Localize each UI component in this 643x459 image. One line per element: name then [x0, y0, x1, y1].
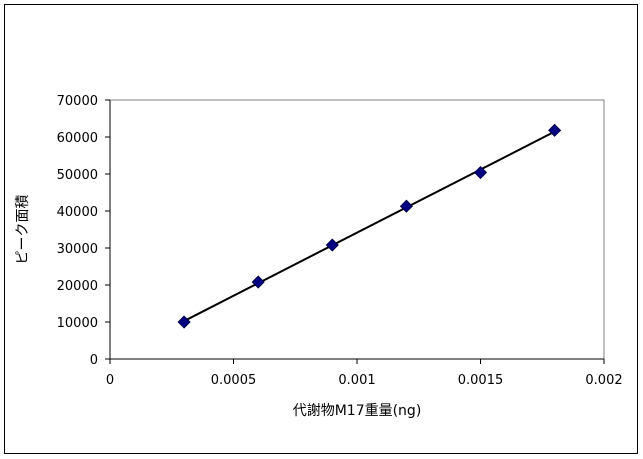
x-tick-label: 0.001 [338, 373, 375, 388]
data-point [177, 315, 191, 329]
y-tick-label: 70000 [57, 94, 98, 109]
x-axis-title: 代謝物M17重量(ng) [293, 403, 422, 419]
x-tick-label: 0.002 [585, 373, 622, 388]
data-point [399, 199, 413, 213]
y-tick-label: 60000 [57, 131, 98, 146]
y-tick-label: 40000 [57, 205, 98, 220]
y-axis-title: ピーク面積 [15, 195, 31, 265]
y-tick-label: 30000 [57, 242, 98, 257]
data-point [473, 165, 488, 180]
data-point [251, 275, 265, 289]
x-tick-label: 0 [106, 373, 114, 388]
x-tick-label: 0.0005 [211, 373, 257, 388]
axes: 0 10000 20000 30000 40000 50000 60000 70000 0 0.0… [57, 94, 623, 388]
plot-area [177, 123, 562, 329]
y-tick-label: 50000 [57, 168, 98, 183]
trendline [183, 130, 556, 322]
x-tick-label: 0.0015 [458, 373, 504, 388]
data-point [548, 123, 562, 137]
data-point [325, 238, 339, 252]
y-tick-label: 0 [90, 353, 98, 368]
y-tick-label: 10000 [57, 316, 98, 331]
y-tick-label: 20000 [57, 279, 98, 294]
